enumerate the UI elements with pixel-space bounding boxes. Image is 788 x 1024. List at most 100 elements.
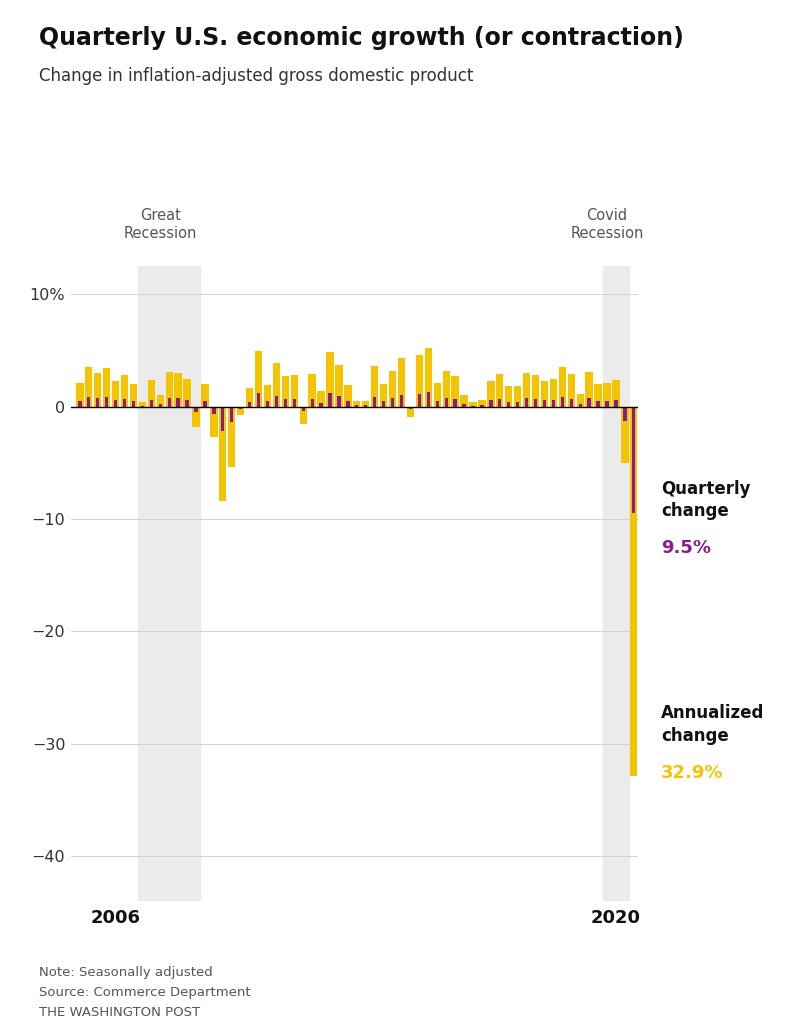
Bar	[498, 398, 501, 407]
Text: Quarterly U.S. economic growth (or contraction): Quarterly U.S. economic growth (or contr…	[39, 26, 684, 49]
Bar	[594, 384, 602, 407]
Bar	[299, 407, 307, 424]
Bar	[426, 392, 430, 407]
Bar	[516, 401, 519, 407]
Text: 32.9%: 32.9%	[661, 764, 723, 782]
Text: 9.5%: 9.5%	[661, 540, 711, 557]
Bar	[400, 394, 403, 407]
Bar	[94, 373, 102, 407]
Bar	[541, 381, 548, 407]
Bar	[478, 400, 485, 407]
Text: Great
Recession: Great Recession	[124, 209, 197, 241]
Bar	[78, 400, 81, 407]
Bar	[552, 399, 555, 407]
Bar	[192, 407, 199, 427]
Bar	[264, 385, 271, 407]
Bar	[138, 266, 200, 901]
Bar	[463, 403, 466, 407]
Bar	[185, 399, 188, 407]
Bar	[284, 399, 287, 407]
Bar	[165, 372, 173, 407]
Bar	[130, 384, 137, 407]
Bar	[281, 377, 289, 407]
Bar	[505, 386, 512, 407]
Bar	[318, 391, 325, 407]
Bar	[577, 394, 584, 407]
Bar	[588, 398, 591, 407]
Bar	[344, 385, 351, 407]
Bar	[371, 367, 378, 407]
Bar	[292, 398, 296, 407]
Bar	[471, 406, 474, 407]
Bar	[219, 407, 226, 501]
Bar	[612, 380, 619, 407]
Text: Note: Seasonally adjusted
Source: Commerce Department
THE WASHINGTON POST: Note: Seasonally adjusted Source: Commer…	[39, 966, 251, 1019]
Bar	[139, 402, 146, 407]
Bar	[470, 402, 477, 407]
Bar	[248, 402, 251, 407]
Bar	[425, 348, 432, 407]
Bar	[561, 397, 564, 407]
Bar	[444, 397, 448, 407]
Bar	[355, 406, 359, 407]
Bar	[337, 396, 340, 407]
Bar	[398, 358, 405, 407]
Bar	[141, 406, 144, 407]
Bar	[210, 407, 217, 437]
Bar	[391, 397, 394, 407]
Text: Quarterly
change: Quarterly change	[661, 479, 750, 520]
Bar	[239, 407, 243, 409]
Bar	[228, 407, 236, 467]
Bar	[489, 400, 492, 407]
Bar	[453, 399, 457, 407]
Bar	[103, 369, 110, 407]
Bar	[114, 400, 117, 407]
Bar	[308, 374, 316, 407]
Bar	[621, 407, 629, 463]
Text: Change in inflation-adjusted gross domestic product: Change in inflation-adjusted gross domes…	[39, 67, 474, 85]
Bar	[364, 406, 367, 407]
Bar	[389, 371, 396, 407]
Bar	[201, 384, 209, 407]
Bar	[550, 379, 557, 407]
Bar	[597, 401, 600, 407]
Bar	[534, 398, 537, 407]
Bar	[329, 393, 332, 407]
Bar	[514, 386, 522, 407]
Bar	[507, 401, 511, 407]
Bar	[150, 400, 153, 407]
Bar	[409, 407, 412, 410]
Bar	[443, 371, 450, 407]
Bar	[615, 400, 618, 407]
Bar	[436, 400, 439, 407]
Bar	[273, 362, 280, 407]
Bar	[246, 388, 253, 407]
Bar	[452, 377, 459, 407]
Bar	[585, 372, 593, 407]
Bar	[157, 395, 164, 407]
Bar	[623, 407, 626, 421]
Bar	[496, 374, 504, 407]
Bar	[177, 398, 180, 407]
Bar	[76, 383, 84, 407]
Bar	[567, 374, 575, 407]
Bar	[184, 379, 191, 407]
Bar	[319, 402, 323, 407]
Bar	[559, 368, 566, 407]
Bar	[353, 401, 360, 407]
Bar	[195, 407, 198, 412]
Bar	[632, 407, 635, 513]
Bar	[433, 383, 441, 407]
Bar	[147, 380, 155, 407]
Bar	[85, 368, 92, 407]
Bar	[121, 375, 128, 407]
Bar	[578, 403, 582, 407]
Bar	[266, 401, 269, 407]
Bar	[230, 407, 233, 422]
Bar	[480, 406, 484, 407]
Text: Covid
Recession: Covid Recession	[571, 209, 644, 241]
Bar	[603, 266, 630, 901]
Bar	[604, 383, 611, 407]
Bar	[532, 375, 539, 407]
Bar	[523, 373, 530, 407]
